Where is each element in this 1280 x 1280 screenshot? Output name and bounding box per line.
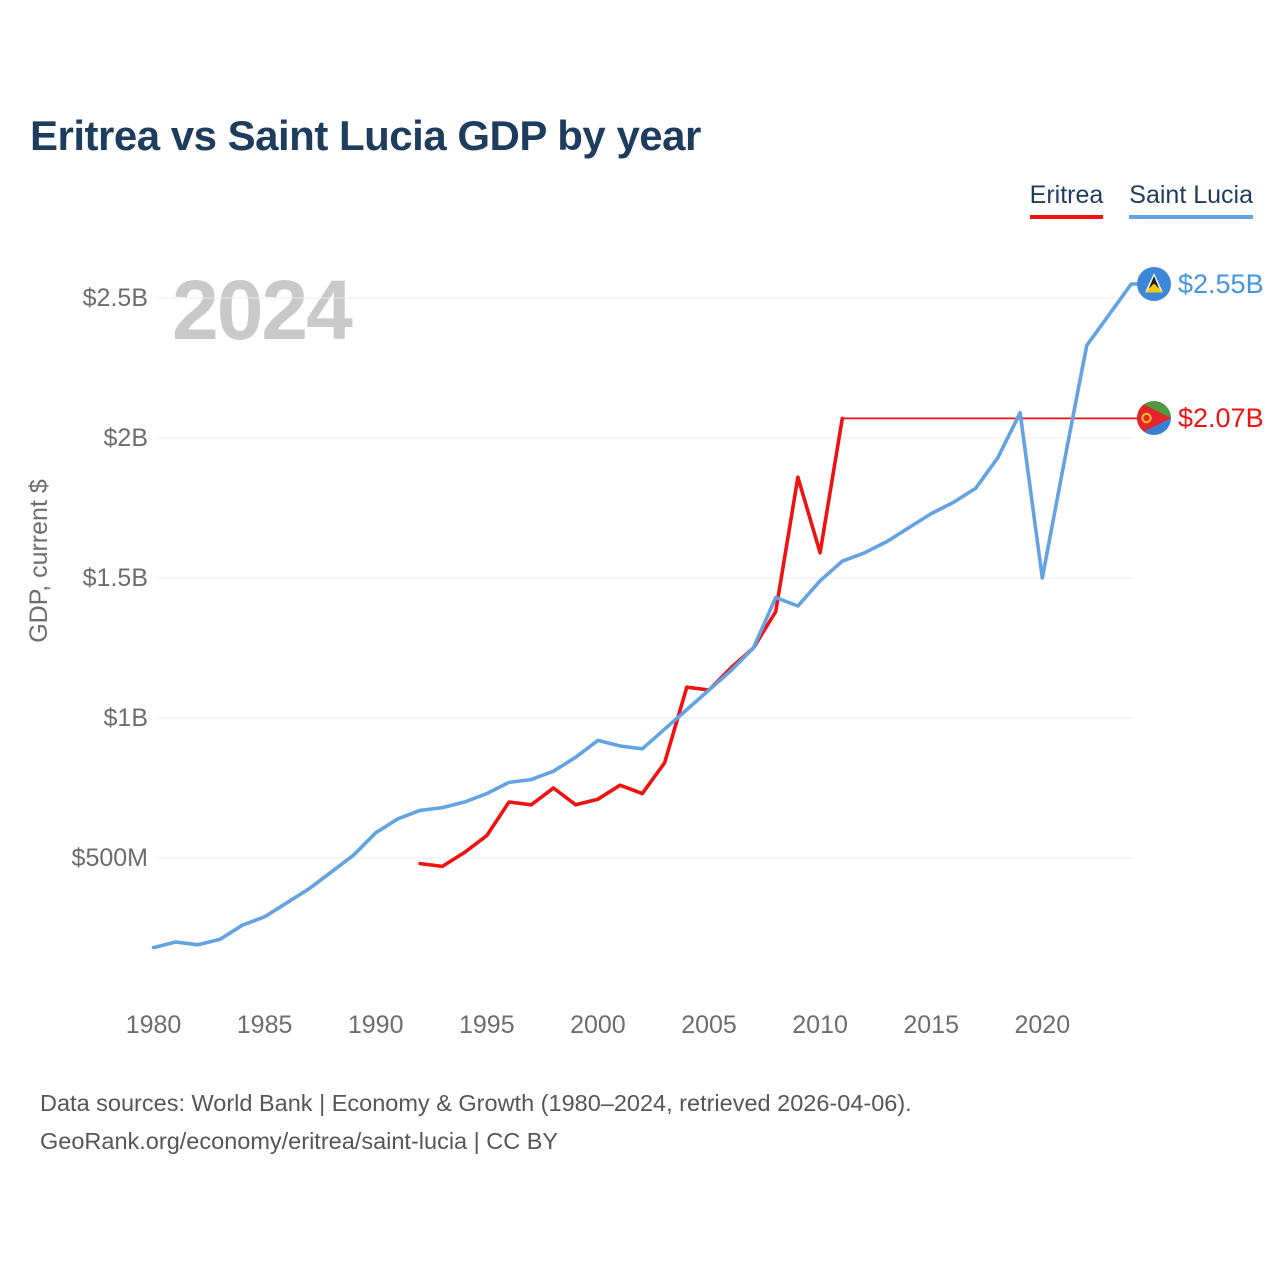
- eritrea-flag-icon: [1137, 401, 1171, 436]
- x-tick-label: 2020: [1014, 1011, 1071, 1039]
- source-url-line: GeoRank.org/economy/eritrea/saint-lucia …: [40, 1128, 559, 1154]
- x-tick-label: 2005: [681, 1011, 737, 1039]
- end-label-value-eritrea: $2.07B: [1178, 402, 1264, 433]
- legend-label-eritrea: Eritrea: [1029, 181, 1104, 209]
- legend-item-eritrea[interactable]: Eritrea: [1029, 181, 1104, 219]
- y-tick-label: $2.5B: [82, 284, 148, 312]
- legend: Eritrea Saint Lucia: [1029, 181, 1253, 219]
- data-sources-line: Data sources: World Bank | Economy & Gro…: [40, 1090, 912, 1116]
- saint-lucia-flag-icon: [1137, 267, 1171, 301]
- end-label-saint-lucia: $2.55B: [1137, 267, 1264, 301]
- x-tick-label: 2015: [903, 1011, 959, 1039]
- legend-label-saint-lucia: Saint Lucia: [1129, 181, 1253, 209]
- y-tick-label: $500M: [71, 844, 148, 872]
- y-tick-label: $2B: [103, 424, 148, 452]
- y-tick-label: $1B: [103, 704, 148, 732]
- page-title: Eritrea vs Saint Lucia GDP by year: [30, 112, 701, 159]
- end-label-eritrea: $2.07B: [1137, 401, 1264, 436]
- attribution-footer: Data sources: World Bank | Economy & Gro…: [40, 1084, 912, 1160]
- x-tick-label: 1980: [125, 1011, 182, 1039]
- x-tick-label: 2010: [792, 1011, 848, 1039]
- legend-item-saint-lucia[interactable]: Saint Lucia: [1129, 181, 1253, 219]
- x-tick-label: 1995: [458, 1011, 515, 1039]
- year-watermark: 2024: [172, 263, 353, 357]
- y-tick-label: $1.5B: [82, 564, 148, 592]
- end-label-value-saint-lucia: $2.55B: [1178, 268, 1264, 299]
- x-tick-label: 1990: [347, 1011, 404, 1039]
- x-tick-label: 1985: [236, 1011, 293, 1039]
- x-tick-label: 2000: [570, 1011, 626, 1039]
